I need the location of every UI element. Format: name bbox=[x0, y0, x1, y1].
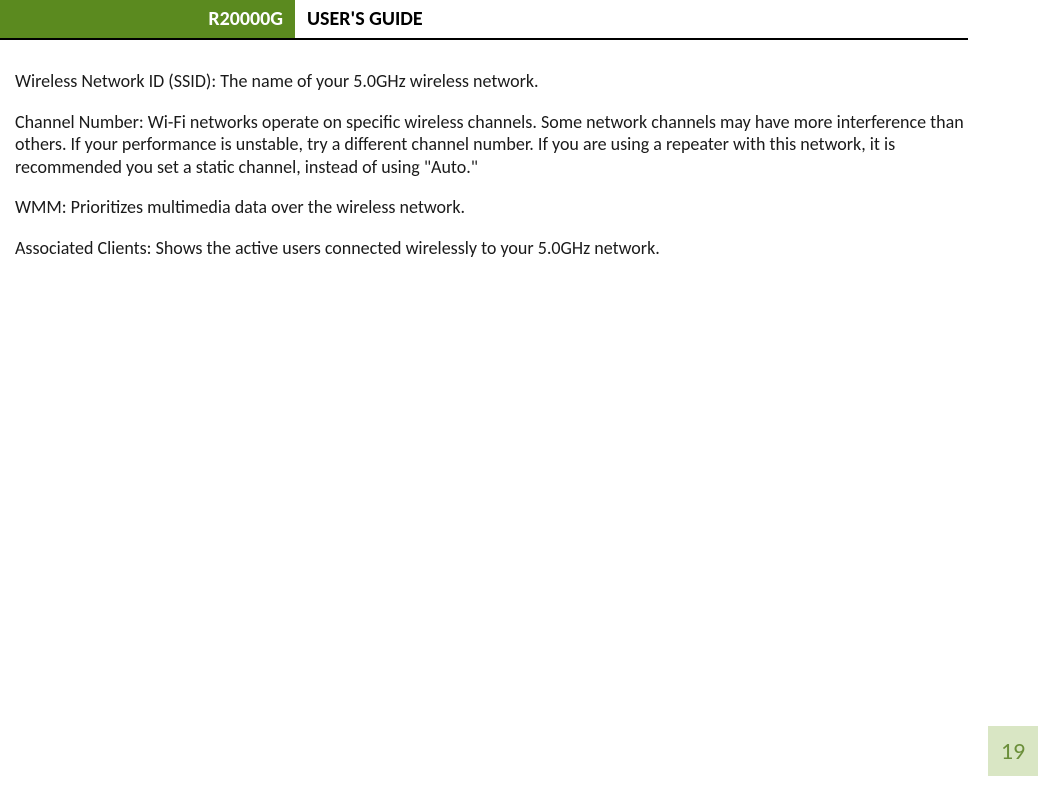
page-number: 19 bbox=[1001, 737, 1025, 766]
model-number: R20000G bbox=[208, 7, 283, 31]
paragraph-clients: Associated Clients: Shows the active use… bbox=[15, 237, 968, 260]
paragraph-wmm: WMM: Prioritizes multimedia data over th… bbox=[15, 196, 968, 219]
page-header: R20000G USER'S GUIDE bbox=[0, 0, 968, 40]
model-badge: R20000G bbox=[0, 0, 295, 38]
page-number-box: 19 bbox=[988, 726, 1038, 776]
paragraph-channel: Channel Number: Wi-Fi networks operate o… bbox=[15, 111, 968, 179]
paragraph-ssid: Wireless Network ID (SSID): The name of … bbox=[15, 70, 968, 93]
guide-title: USER'S GUIDE bbox=[295, 0, 423, 38]
body-content: Wireless Network ID (SSID): The name of … bbox=[0, 40, 1053, 259]
